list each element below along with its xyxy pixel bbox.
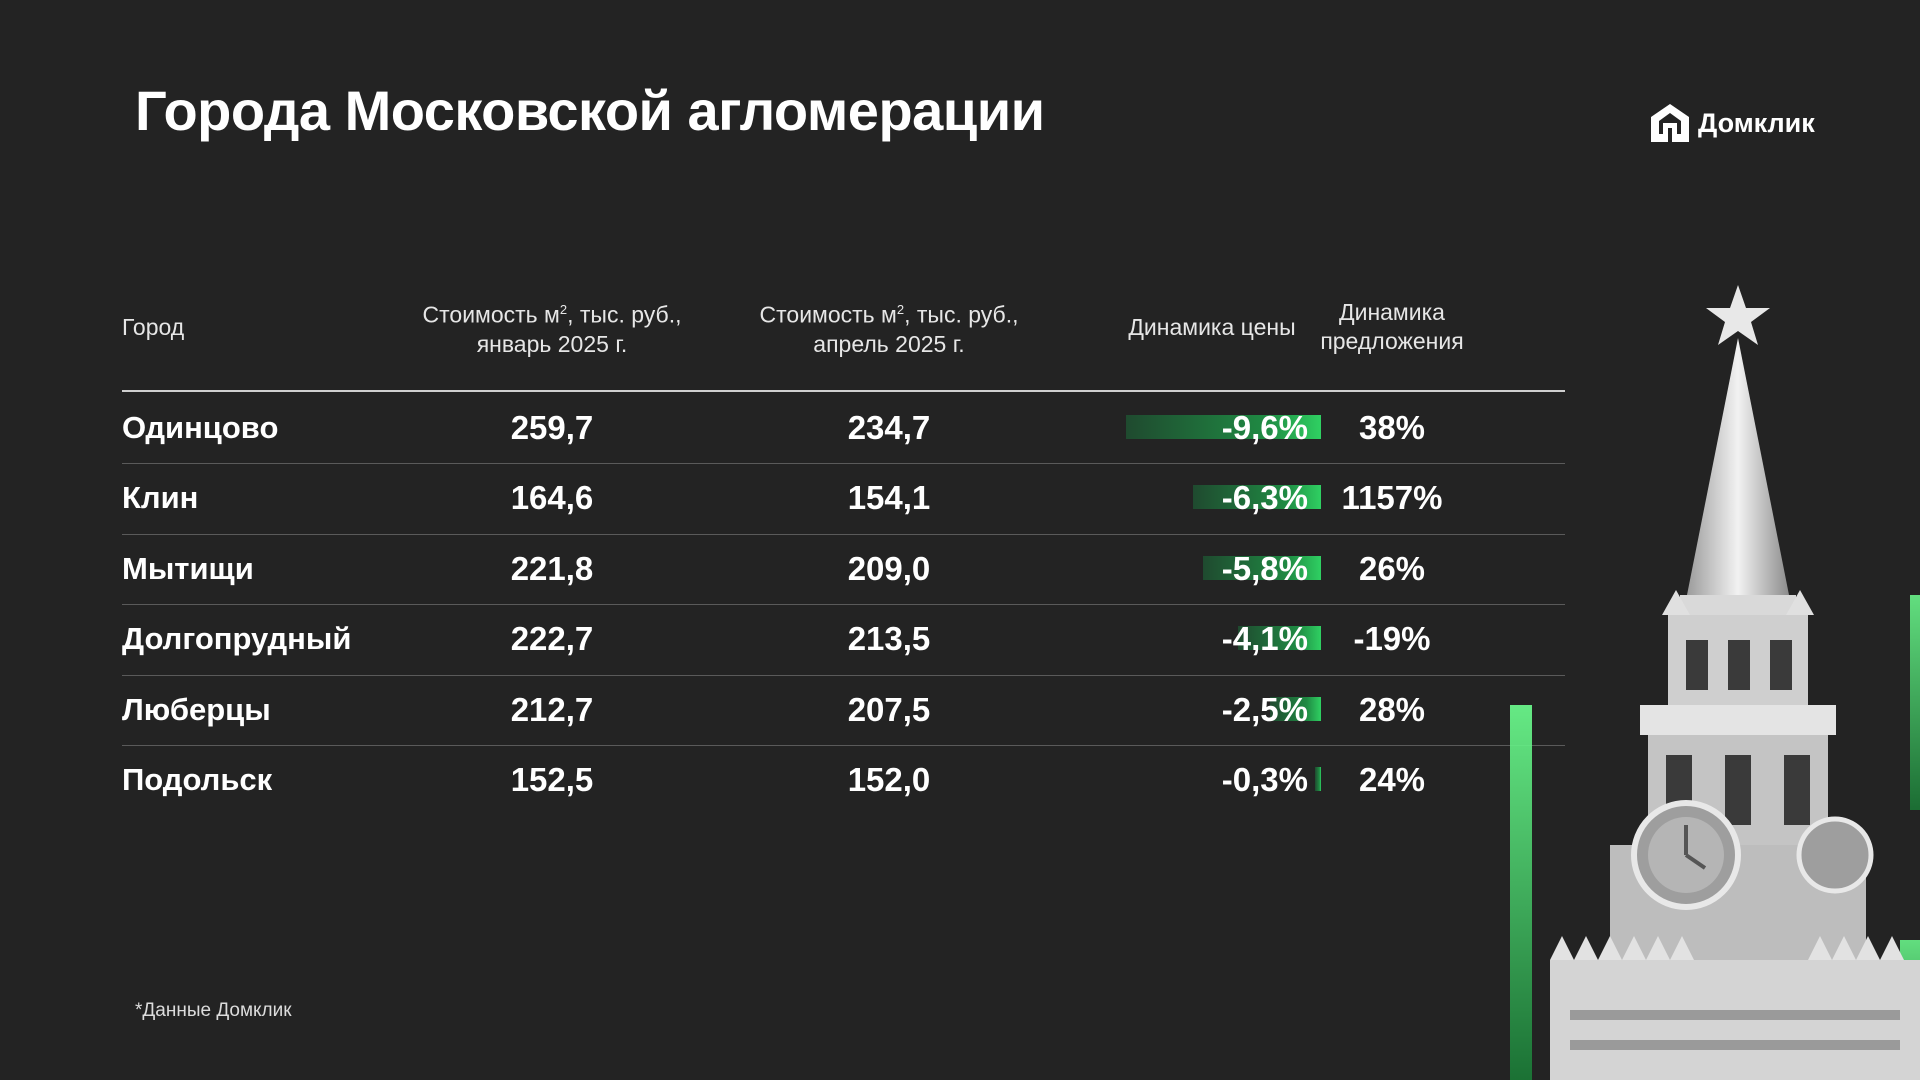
table-row: Клин 164,6 154,1 -6,3% 1157% bbox=[122, 463, 1565, 533]
row-divider bbox=[122, 674, 1565, 676]
price-jan-cell: 152,5 bbox=[510, 761, 594, 798]
price-change-cell: -4,1% bbox=[1221, 620, 1308, 658]
footnote: *Данные Домклик bbox=[135, 1000, 292, 1021]
price-apr-cell: 234,7 bbox=[847, 409, 931, 446]
price-change-bar bbox=[1237, 626, 1321, 651]
price-jan-cell: 259,7 bbox=[510, 409, 594, 446]
price-change-bar bbox=[1270, 696, 1321, 721]
city-cell: Одинцово bbox=[122, 410, 279, 445]
city-cell: Подольск bbox=[122, 762, 273, 797]
kremlin-tower-icon bbox=[1510, 285, 1920, 1080]
price-change-cell: -6,3% bbox=[1221, 479, 1308, 517]
price-apr-cell: 213,5 bbox=[847, 620, 931, 658]
header-price-change: Динамика цены bbox=[1128, 313, 1296, 340]
brand-logo: Домклик bbox=[1648, 100, 1815, 146]
price-apr-cell: 209,0 bbox=[847, 549, 931, 587]
supply-change-cell: 38% bbox=[1358, 409, 1426, 446]
table-row: Люберцы 212,7 207,5 -2,5% 28% bbox=[122, 675, 1565, 745]
header-supply-change: Динамика предложения bbox=[1320, 299, 1464, 354]
house-logo-icon bbox=[1651, 104, 1689, 142]
supply-change-cell: 28% bbox=[1358, 690, 1426, 728]
row-divider bbox=[122, 463, 1565, 465]
price-change-cell: -0,3% bbox=[1221, 761, 1308, 798]
header-city: Город bbox=[122, 313, 185, 340]
price-change-bar bbox=[1193, 485, 1321, 510]
price-jan-cell: 221,8 bbox=[510, 549, 594, 587]
price-change-cell: -5,8% bbox=[1221, 549, 1308, 587]
price-jan-cell: 164,6 bbox=[510, 479, 594, 517]
city-cell: Люберцы bbox=[122, 691, 271, 727]
table-row: Подольск 152,5 152,0 -0,3% 24% bbox=[122, 745, 1565, 815]
price-jan-cell: 222,7 bbox=[510, 620, 594, 658]
table-row: Одинцово 259,7 234,7 -9,6% 38% bbox=[122, 393, 1565, 463]
header-price-apr: Стоимость м2, тыс. руб., апрель 2025 г. bbox=[759, 301, 1019, 357]
price-change-bar bbox=[1203, 555, 1321, 580]
row-divider bbox=[122, 604, 1565, 606]
price-jan-cell: 212,7 bbox=[510, 690, 594, 728]
price-change-bar bbox=[1126, 415, 1321, 439]
price-apr-cell: 207,5 bbox=[847, 690, 931, 728]
supply-change-cell: 1157% bbox=[1341, 479, 1443, 517]
city-cell: Долгопрудный bbox=[122, 621, 352, 657]
table-row: Долгопрудный 222,7 213,5 -4,1% -19% bbox=[122, 604, 1565, 674]
row-divider bbox=[122, 533, 1565, 535]
price-change-bar bbox=[1314, 767, 1321, 791]
city-cell: Клин bbox=[122, 480, 199, 516]
supply-change-cell: 24% bbox=[1358, 761, 1426, 798]
row-divider bbox=[122, 745, 1565, 746]
table-row: Мытищи 221,8 209,0 -5,8% 26% bbox=[122, 534, 1565, 604]
header-divider bbox=[122, 390, 1565, 392]
supply-change-cell: 26% bbox=[1358, 549, 1426, 587]
header-price-jan: Стоимость м2, тыс. руб., январь 2025 г. bbox=[422, 301, 682, 357]
page-title: Города Московской агломерации bbox=[135, 79, 1045, 142]
price-change-cell: -2,5% bbox=[1221, 690, 1308, 728]
data-table: Город Стоимость м2, тыс. руб., январь 202… bbox=[122, 0, 1565, 1080]
price-change-cell: -9,6% bbox=[1221, 409, 1308, 446]
price-apr-cell: 152,0 bbox=[847, 761, 931, 798]
supply-change-cell: -19% bbox=[1353, 620, 1431, 658]
brand-name: Домклик bbox=[1698, 107, 1815, 138]
city-cell: Мытищи bbox=[122, 550, 254, 586]
price-apr-cell: 154,1 bbox=[847, 479, 931, 517]
